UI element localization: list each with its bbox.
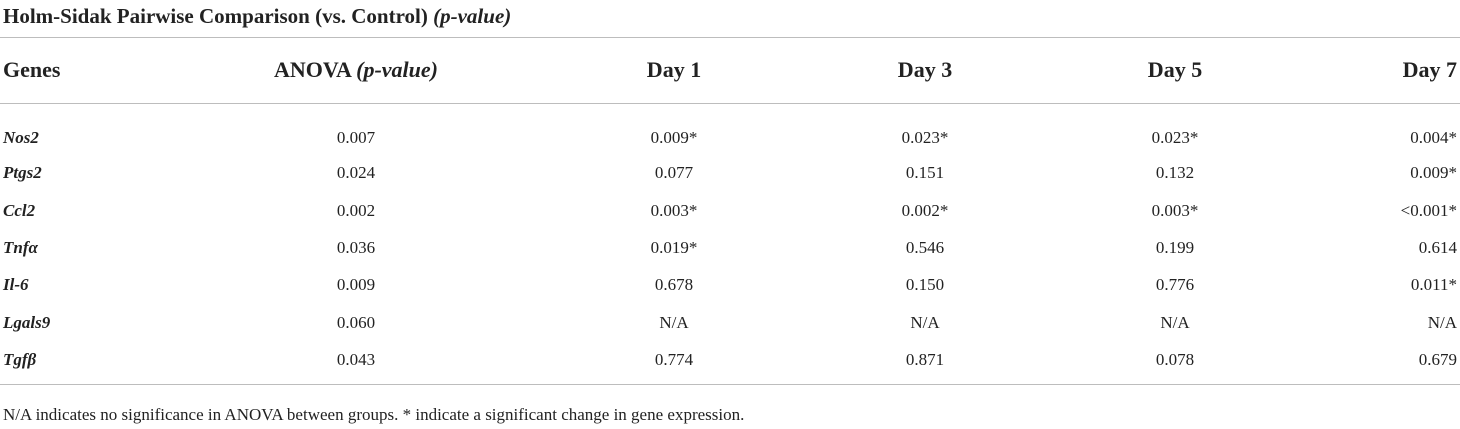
day3-value: 0.023* (901, 128, 949, 147)
day3-value: 0.871 (905, 350, 945, 369)
anova-value: 0.002 (336, 201, 376, 220)
day5-value: 0.003* (1151, 201, 1199, 220)
header-day5: Day 5 (1147, 57, 1203, 82)
day1-value: N/A (659, 313, 689, 332)
gene-name: Tgfβ (3, 350, 37, 369)
day1-value: 0.019* (650, 238, 698, 257)
table-caption: Holm-Sidak Pairwise Comparison (vs. Cont… (3, 2, 511, 30)
anova-value: 0.009 (336, 275, 376, 294)
day5-value: N/A (1160, 313, 1190, 332)
day3-value: 0.151 (905, 163, 945, 182)
anova-value: 0.060 (336, 313, 376, 332)
header-anova-main: ANOVA (274, 57, 351, 82)
header-day3: Day 3 (897, 57, 953, 82)
caption-italic: (p-value) (433, 4, 512, 28)
day3-value: 0.546 (905, 238, 945, 257)
caption-main: Holm-Sidak Pairwise Comparison (vs. Cont… (3, 4, 428, 28)
day5-value: 0.132 (1155, 163, 1195, 182)
table-footnote: N/A indicates no significance in ANOVA b… (3, 405, 745, 424)
day7-value: 0.679 (1418, 350, 1457, 369)
day1-value: 0.009* (650, 128, 698, 147)
day7-value: 0.614 (1418, 238, 1457, 257)
day3-value: N/A (910, 313, 940, 332)
gene-name: Lgals9 (3, 313, 51, 332)
day5-value: 0.776 (1155, 275, 1195, 294)
day1-value: 0.077 (654, 163, 694, 182)
day7-value: 0.009* (1410, 163, 1457, 182)
day7-value: 0.004* (1410, 128, 1457, 147)
anova-value: 0.036 (336, 238, 376, 257)
header-genes: Genes (3, 57, 61, 82)
day1-value: 0.774 (654, 350, 694, 369)
header-anova: ANOVA (p-value) (274, 55, 438, 85)
anova-value: 0.024 (336, 163, 376, 182)
day5-value: 0.078 (1155, 350, 1195, 369)
day3-value: 0.002* (901, 201, 949, 220)
top-rule (0, 37, 1460, 38)
day7-value: <0.001* (1400, 201, 1457, 220)
day1-value: 0.678 (654, 275, 694, 294)
header-day1: Day 1 (646, 57, 702, 82)
day7-value: N/A (1427, 313, 1457, 332)
day7-value: 0.011* (1410, 275, 1457, 294)
gene-name: Tnfα (3, 238, 38, 257)
bottom-rule (0, 384, 1460, 385)
header-rule (0, 103, 1460, 104)
day3-value: 0.150 (905, 275, 945, 294)
anova-value: 0.043 (336, 350, 376, 369)
gene-name: Nos2 (3, 128, 39, 147)
day5-value: 0.023* (1151, 128, 1199, 147)
header-day7: Day 7 (1402, 57, 1457, 82)
gene-name: Ccl2 (3, 201, 36, 220)
gene-name: Il-6 (3, 275, 29, 294)
day1-value: 0.003* (650, 201, 698, 220)
gene-name: Ptgs2 (3, 163, 42, 182)
header-anova-italic: (p-value) (356, 57, 438, 82)
day5-value: 0.199 (1155, 238, 1195, 257)
anova-value: 0.007 (336, 128, 376, 147)
